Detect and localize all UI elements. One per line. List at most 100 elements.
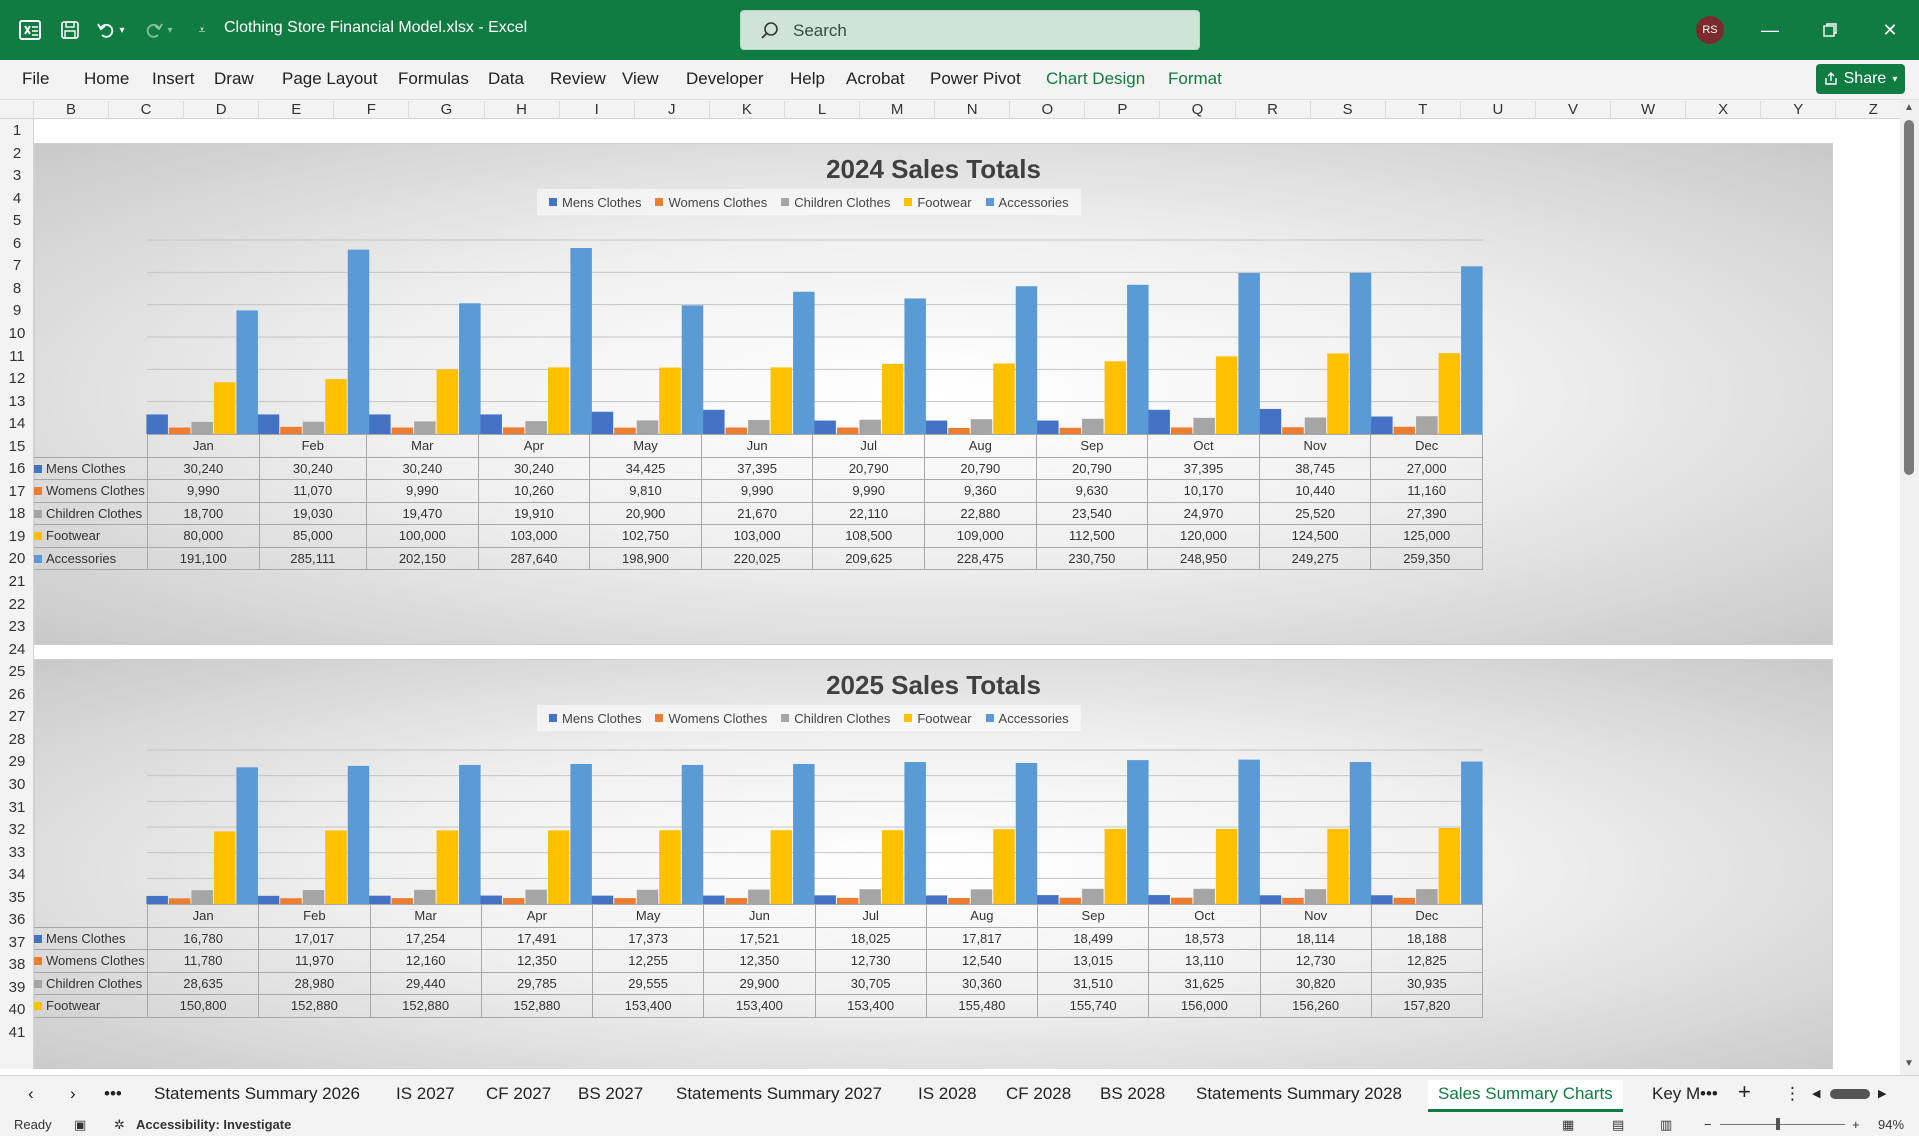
tab-file[interactable]: File bbox=[22, 69, 50, 88]
bar-womens-clothes-jan[interactable] bbox=[168, 427, 191, 434]
bar-mens-clothes-sep[interactable] bbox=[1037, 420, 1059, 434]
bar-womens-clothes-sep[interactable] bbox=[1059, 897, 1082, 904]
bar-womens-clothes-aug[interactable] bbox=[948, 897, 970, 904]
row-header[interactable]: 28 bbox=[8, 730, 26, 748]
undo-icon[interactable] bbox=[90, 14, 122, 46]
row-header[interactable]: 9 bbox=[12, 302, 22, 320]
bar-womens-clothes-dec[interactable] bbox=[1393, 426, 1416, 434]
bar-footwear-aug[interactable] bbox=[993, 363, 1015, 434]
tab-formulas[interactable]: Formulas bbox=[398, 69, 469, 88]
row-header[interactable]: 27 bbox=[8, 708, 26, 726]
bar-womens-clothes-feb[interactable] bbox=[280, 898, 302, 904]
bar-mens-clothes-mar[interactable] bbox=[369, 895, 391, 904]
bar-accessories-aug[interactable] bbox=[1015, 762, 1038, 904]
bar-accessories-jul[interactable] bbox=[904, 762, 926, 904]
row-header[interactable]: 12 bbox=[8, 370, 26, 388]
bar-womens-clothes-dec[interactable] bbox=[1393, 897, 1416, 904]
row-header[interactable]: 35 bbox=[8, 888, 26, 906]
more-tabs-right-icon[interactable]: ••• bbox=[1700, 1084, 1718, 1103]
bar-womens-clothes-jun[interactable] bbox=[725, 427, 748, 434]
bar-mens-clothes-sep[interactable] bbox=[1037, 895, 1059, 904]
bar-womens-clothes-mar[interactable] bbox=[391, 898, 414, 904]
column-header[interactable]: E bbox=[259, 101, 335, 119]
tab-data[interactable]: Data bbox=[488, 69, 524, 88]
bar-womens-clothes-may[interactable] bbox=[614, 427, 636, 434]
bar-footwear-may[interactable] bbox=[659, 830, 681, 904]
minimize-icon[interactable]: — bbox=[1761, 19, 1779, 40]
bar-mens-clothes-oct[interactable] bbox=[1148, 409, 1170, 434]
bar-mens-clothes-dec[interactable] bbox=[1371, 416, 1393, 434]
bar-accessories-nov[interactable] bbox=[1349, 762, 1372, 904]
tab-help[interactable]: Help bbox=[790, 69, 825, 88]
bar-footwear-mar[interactable] bbox=[436, 830, 459, 904]
row-header[interactable]: 3 bbox=[12, 167, 22, 185]
chart-legend[interactable]: Mens Clothes Womens Clothes Children Cloth… bbox=[537, 705, 1081, 731]
bar-footwear-jul[interactable] bbox=[881, 830, 904, 904]
sheet-tab-is-2027[interactable]: IS 2027 bbox=[396, 1084, 455, 1103]
row-header[interactable]: 24 bbox=[8, 640, 26, 658]
sheet-tab-is-2028[interactable]: IS 2028 bbox=[918, 1084, 977, 1103]
chart-title[interactable]: 2024 Sales Totals bbox=[826, 154, 1041, 184]
tab-home[interactable]: Home bbox=[84, 69, 130, 88]
zoom-slider[interactable] bbox=[1720, 1124, 1845, 1125]
column-header[interactable]: P bbox=[1085, 101, 1161, 119]
bar-mens-clothes-nov[interactable] bbox=[1259, 408, 1282, 434]
bar-footwear-jun[interactable] bbox=[770, 367, 793, 434]
row-header[interactable]: 16 bbox=[8, 460, 26, 478]
bar-footwear-apr[interactable] bbox=[547, 830, 570, 904]
bar-accessories-mar[interactable] bbox=[459, 764, 481, 904]
column-header[interactable]: O bbox=[1010, 101, 1086, 119]
row-header[interactable]: 11 bbox=[9, 347, 25, 365]
bar-children-clothes-aug[interactable] bbox=[970, 419, 993, 434]
bar-footwear-jan[interactable] bbox=[213, 831, 236, 904]
chart-title[interactable]: 2025 Sales Totals bbox=[826, 670, 1041, 700]
column-header[interactable]: W bbox=[1611, 101, 1687, 119]
column-header[interactable]: U bbox=[1461, 101, 1536, 119]
bar-accessories-nov[interactable] bbox=[1349, 272, 1372, 434]
bar-children-clothes-apr[interactable] bbox=[525, 421, 547, 434]
bar-accessories-feb[interactable] bbox=[347, 765, 370, 904]
horizontal-scrollbar-thumb[interactable] bbox=[1830, 1089, 1870, 1099]
bar-children-clothes-jun[interactable] bbox=[748, 889, 770, 904]
bar-accessories-jun[interactable] bbox=[793, 763, 815, 904]
bar-footwear-oct[interactable] bbox=[1215, 828, 1238, 904]
column-header[interactable]: G bbox=[410, 101, 485, 119]
vertical-scrollbar[interactable]: ▲ ▼ bbox=[1900, 100, 1919, 1075]
row-header[interactable]: 2 bbox=[12, 144, 22, 162]
row-header[interactable]: 14 bbox=[8, 415, 26, 433]
row-header[interactable]: 4 bbox=[12, 189, 22, 207]
bar-mens-clothes-apr[interactable] bbox=[480, 895, 502, 904]
bar-mens-clothes-jun[interactable] bbox=[703, 895, 725, 904]
bar-footwear-jan[interactable] bbox=[213, 382, 236, 434]
bar-mens-clothes-apr[interactable] bbox=[480, 414, 502, 434]
bar-accessories-may[interactable] bbox=[681, 305, 704, 434]
redo-dropdown-icon[interactable]: ▾ bbox=[167, 24, 173, 36]
sheet-tab-statements-summary-2026[interactable]: Statements Summary 2026 bbox=[154, 1084, 360, 1103]
tab-format[interactable]: Format bbox=[1168, 69, 1222, 88]
row-header[interactable]: 36 bbox=[8, 911, 26, 929]
row-header[interactable]: 6 bbox=[12, 234, 22, 252]
bar-accessories-oct[interactable] bbox=[1238, 273, 1260, 434]
bar-mens-clothes-may[interactable] bbox=[591, 411, 614, 434]
customize-toolbar-icon[interactable]: ⩡ bbox=[198, 22, 206, 37]
row-header[interactable]: 25 bbox=[8, 663, 26, 681]
select-all-corner[interactable] bbox=[0, 101, 34, 119]
sheet-tab-cf-2027[interactable]: CF 2027 bbox=[486, 1084, 552, 1103]
bar-accessories-jun[interactable] bbox=[793, 291, 815, 434]
bar-footwear-dec[interactable] bbox=[1438, 353, 1461, 434]
hscroll-left-icon[interactable]: ◀ bbox=[1812, 1088, 1821, 1100]
save-icon[interactable] bbox=[54, 14, 86, 46]
bar-footwear-mar[interactable] bbox=[436, 369, 459, 434]
chart-data-table[interactable]: Jan Feb Mar Apr May Jun Jul Aug Sep Oct Nov Dec Mens… bbox=[34, 434, 1483, 570]
tab-view[interactable]: View bbox=[622, 69, 659, 88]
row-header[interactable]: 20 bbox=[8, 550, 26, 568]
tab-draw[interactable]: Draw bbox=[214, 69, 254, 88]
row-header[interactable]: 32 bbox=[8, 821, 26, 839]
bar-footwear-jul[interactable] bbox=[881, 363, 904, 434]
bar-children-clothes-jan[interactable] bbox=[191, 421, 213, 434]
chart-data-table[interactable]: Jan Feb Mar Apr May Jun Jul Aug Sep Oct Nov Dec Mens… bbox=[34, 904, 1484, 1018]
column-header[interactable]: V bbox=[1536, 101, 1611, 119]
zoom-slider-thumb[interactable] bbox=[1776, 1118, 1780, 1130]
column-header[interactable]: F bbox=[334, 101, 410, 119]
bar-womens-clothes-apr[interactable] bbox=[502, 898, 525, 904]
